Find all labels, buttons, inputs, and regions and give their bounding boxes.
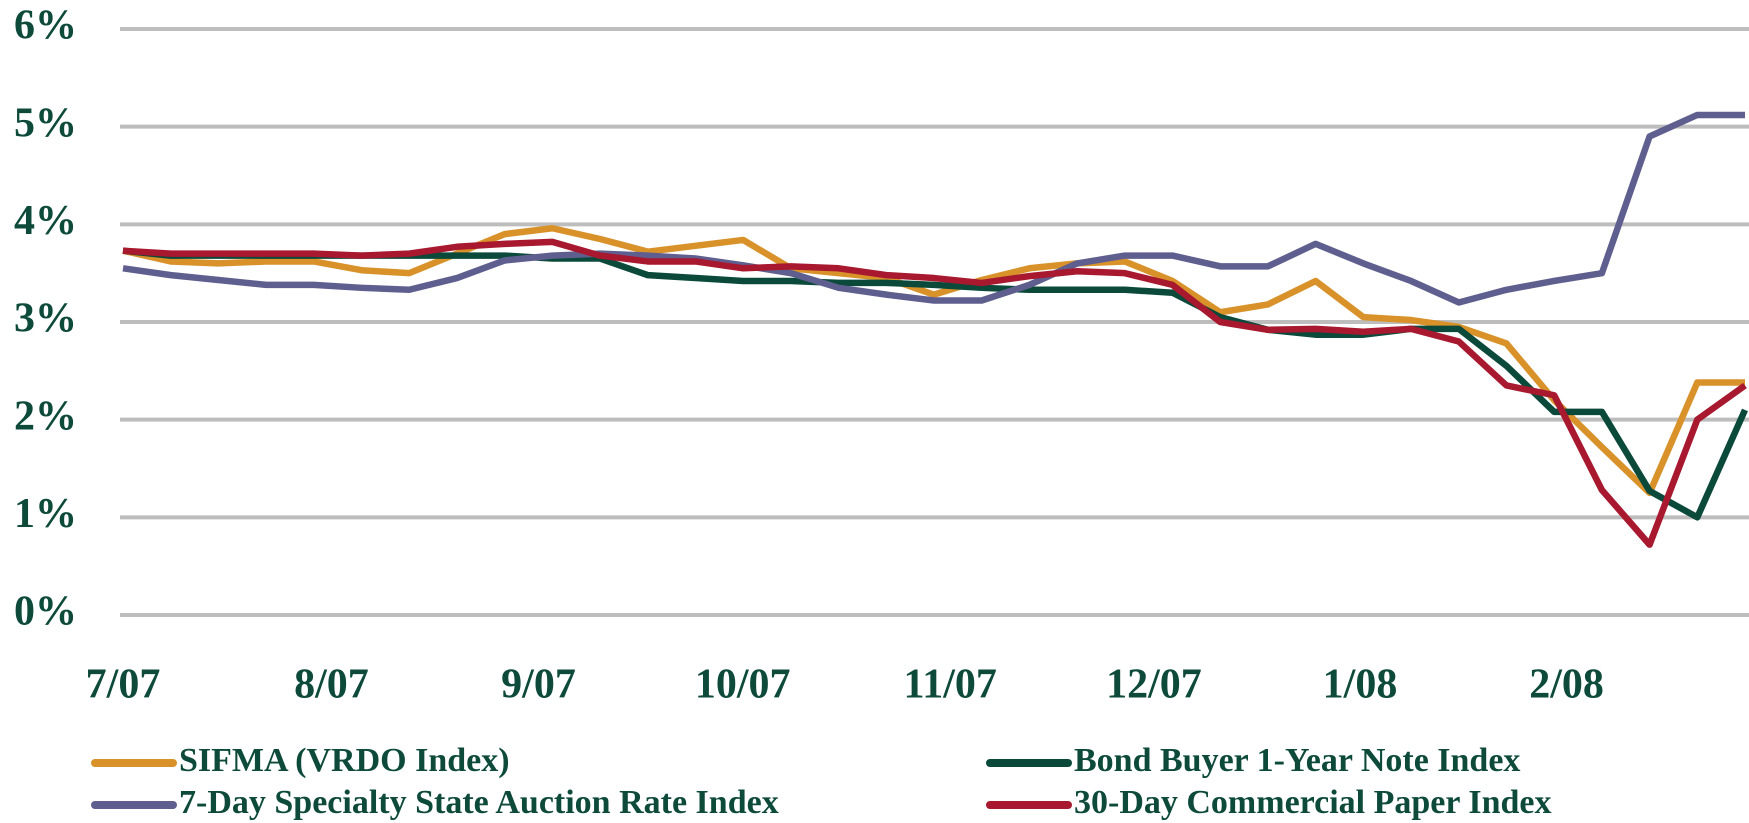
y-tick-label: 6% [14, 3, 77, 49]
x-tick-label: 8/07 [294, 662, 369, 708]
y-tick-label: 1% [14, 491, 77, 537]
legend-label: SIFMA (VRDO Index) [179, 742, 510, 779]
legend-item: Bond Buyer 1-Year Note Index [986, 742, 1520, 779]
legend-label: 7-Day Specialty State Auction Rate Index [179, 784, 779, 821]
legend-label: Bond Buyer 1-Year Note Index [1074, 742, 1520, 779]
x-tick-label: 2/08 [1529, 662, 1604, 708]
x-tick-label: 7/07 [86, 662, 161, 708]
series-line [122, 224, 1745, 497]
y-tick-label: 0% [14, 589, 77, 635]
y-tick-label: 4% [14, 198, 77, 244]
x-tick-label: 11/07 [904, 662, 997, 708]
y-tick-label: 2% [14, 393, 77, 439]
series-line [122, 238, 1747, 548]
legend-item: 7-Day Specialty State Auction Rate Index [91, 784, 779, 821]
x-tick-label: 9/07 [501, 662, 576, 708]
legend-item: 30-Day Commercial Paper Index [986, 784, 1552, 821]
y-tick-label: 5% [14, 100, 77, 146]
x-tick-label: 1/08 [1323, 662, 1398, 708]
x-tick-label: 10/07 [695, 662, 791, 708]
legend-label: 30-Day Commercial Paper Index [1074, 784, 1552, 821]
legend-item: SIFMA (VRDO Index) [91, 742, 510, 779]
y-tick-label: 3% [14, 296, 77, 342]
series-line [122, 111, 1745, 306]
x-tick-label: 12/07 [1106, 662, 1202, 708]
